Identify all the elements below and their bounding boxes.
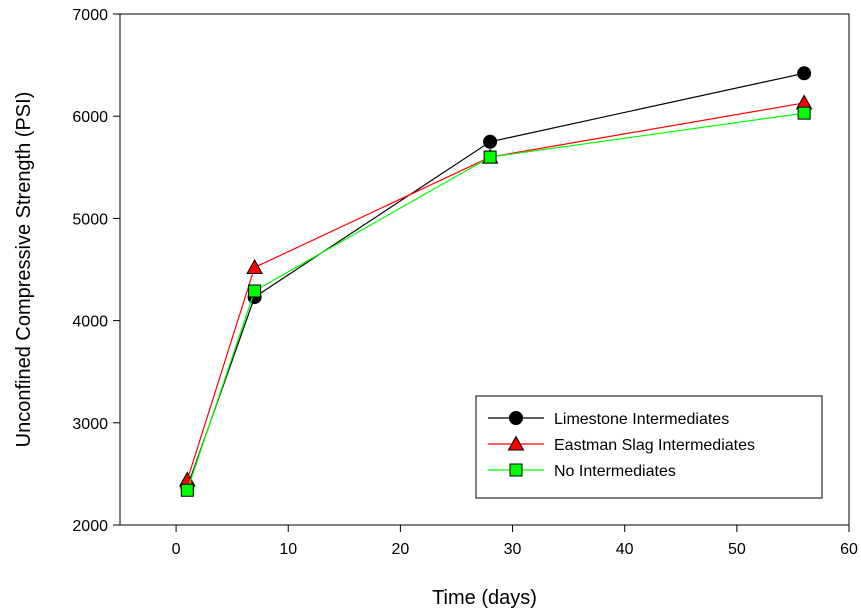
legend-item: No Intermediates [488,463,676,480]
axes: 0 10 20 30 40 50 60 2000 3000 4000 5000 6000 7000 [72,7,858,558]
y-tick-label: 3000 [72,416,108,433]
y-axis-title: Unconfined Compressive Strength (PSI) [13,92,35,448]
x-tick-label: 20 [391,541,409,558]
series-line [186,112,805,491]
y-tick-label: 7000 [72,7,108,24]
y-tick-label: 6000 [72,109,108,126]
legend-marker [509,411,523,425]
legend-label: No Intermediates [554,463,676,480]
data-point [483,150,497,164]
x-tick-label: 0 [172,541,181,558]
legend-item: Eastman Slag Intermediates [488,435,755,454]
series-line [186,102,805,481]
data-point [248,284,262,298]
x-tick-label: 60 [840,541,858,558]
data-point [797,66,812,81]
x-axis-title: Time (days) [432,587,537,609]
legend-item: Limestone Intermediates [488,411,729,428]
data-point [180,483,194,497]
plot-frame [119,13,850,526]
x-tick-label: 40 [616,541,634,558]
legend-label: Limestone Intermediates [554,411,729,428]
data-point [797,106,811,120]
legend-marker [507,435,525,451]
series-layer [178,66,813,497]
x-tick-label: 30 [504,541,522,558]
series-3 [180,106,811,497]
y-tick-label: 2000 [72,518,108,535]
y-tick-label: 5000 [72,211,108,228]
legend: Limestone Intermediates Eastman Slag Inte… [475,395,823,499]
y-tick-label: 4000 [72,314,108,331]
legend-box [475,395,823,499]
data-point [246,258,263,274]
data-point [483,134,498,149]
x-tick-label: 10 [279,541,297,558]
legend-label: Eastman Slag Intermediates [554,437,755,454]
x-tick-label: 50 [728,541,746,558]
legend-marker [509,463,523,477]
